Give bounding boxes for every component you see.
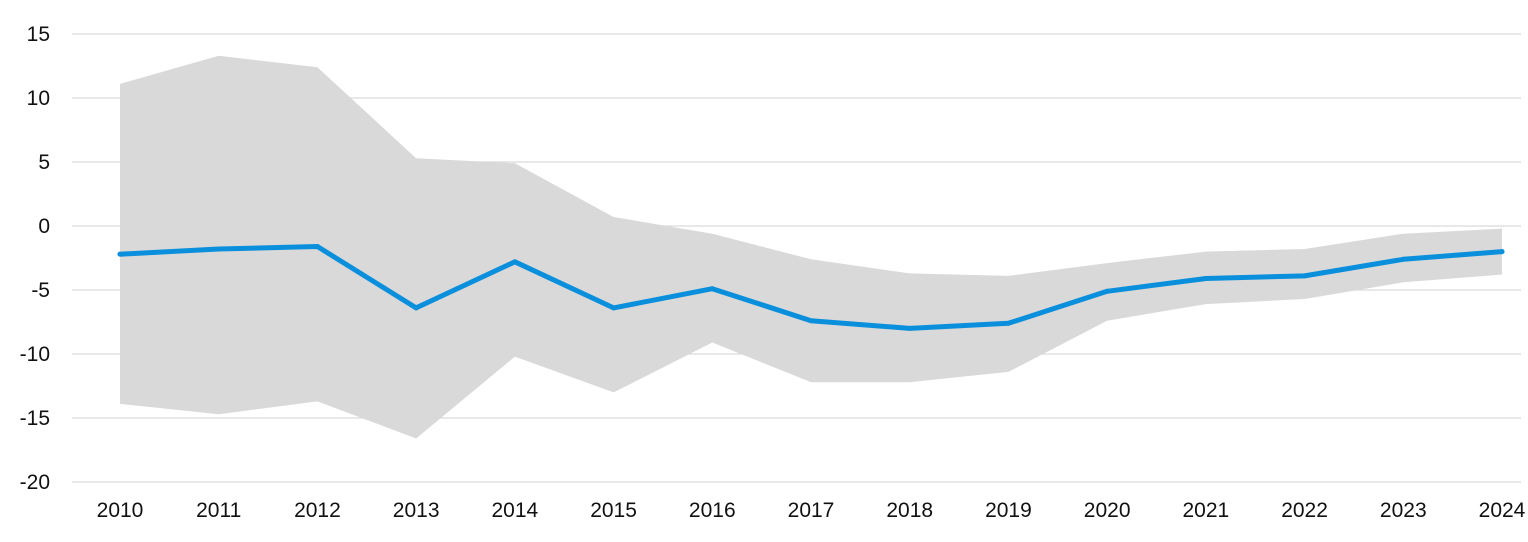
series-point [907, 325, 913, 331]
y-tick-label: -20 [20, 471, 50, 494]
y-tick-label: -10 [20, 343, 50, 366]
series-point [117, 251, 123, 257]
series-point [216, 246, 222, 252]
x-tick-label: 2017 [788, 499, 835, 522]
y-tick-label: 10 [27, 87, 50, 110]
x-tick-label: 2010 [97, 499, 144, 522]
x-tick-label: 2024 [1479, 499, 1526, 522]
y-tick-label: 0 [38, 215, 50, 238]
y-tick-label: -15 [20, 407, 50, 430]
x-tick-label: 2022 [1281, 499, 1328, 522]
x-tick-label: 2013 [393, 499, 440, 522]
x-tick-label: 2023 [1380, 499, 1427, 522]
series-point [1400, 256, 1406, 262]
range-band-area [120, 55, 1502, 439]
x-axis-ticks: 2010 2011 2012 2013 2014 2015 2016 2017 2018 2019… [97, 499, 1526, 522]
series-line [117, 243, 1505, 331]
x-tick-label: 2020 [1084, 499, 1131, 522]
series-point [1499, 249, 1505, 255]
x-tick-label: 2011 [196, 499, 241, 522]
x-tick-label: 2014 [491, 499, 538, 522]
range-band [120, 55, 1502, 439]
y-axis-ticks: 15 10 5 0 -5 -10 -15 -20 [20, 23, 50, 494]
x-tick-label: 2015 [590, 499, 637, 522]
series-point [1203, 275, 1209, 281]
series-point [611, 305, 617, 311]
y-tick-label: -5 [31, 279, 50, 302]
y-tick-label: 15 [27, 23, 50, 46]
x-tick-label: 2012 [294, 499, 341, 522]
series-point [413, 305, 419, 311]
series-point [512, 259, 518, 265]
series-point [709, 286, 715, 292]
x-tick-label: 2018 [886, 499, 933, 522]
series-point [1005, 320, 1011, 326]
x-tick-label: 2019 [985, 499, 1032, 522]
series-point [808, 318, 814, 324]
series-point [1104, 288, 1110, 294]
y-tick-label: 5 [38, 151, 50, 174]
x-tick-label: 2021 [1182, 499, 1229, 522]
series-point [314, 243, 320, 249]
x-tick-label: 2016 [689, 499, 736, 522]
series-point [1302, 273, 1308, 279]
